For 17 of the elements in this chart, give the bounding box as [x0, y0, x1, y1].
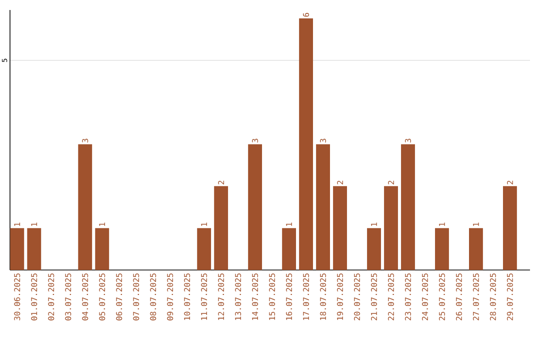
- bar: [502, 186, 517, 270]
- bar: [214, 186, 228, 270]
- bar: [469, 228, 483, 270]
- bar: [333, 186, 347, 270]
- bar: [367, 228, 381, 270]
- bar: [435, 228, 449, 270]
- bar: [384, 186, 398, 270]
- bar: [10, 228, 24, 270]
- bar: [248, 144, 262, 270]
- bar: [299, 18, 313, 270]
- bar: [78, 144, 92, 270]
- bar: [316, 144, 330, 270]
- bar: [27, 228, 42, 270]
- bar: [282, 228, 296, 270]
- bar: [197, 228, 212, 270]
- bar: [95, 228, 110, 270]
- bar: [401, 144, 415, 270]
